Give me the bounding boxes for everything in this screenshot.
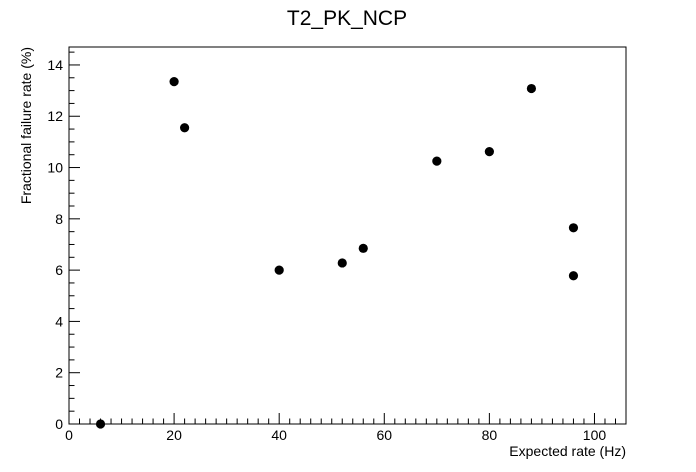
y-tick-label: 4 [55, 313, 63, 329]
y-tick-label: 14 [47, 57, 63, 73]
x-tick-label: 100 [583, 427, 607, 443]
x-tick-label: 20 [166, 427, 182, 443]
x-tick-label: 40 [271, 427, 287, 443]
x-tick-label: 80 [482, 427, 498, 443]
plot-frame [68, 46, 627, 425]
axis-ticks [68, 51, 627, 425]
data-point [568, 271, 579, 281]
data-point [337, 258, 347, 268]
data-point [95, 419, 106, 429]
y-tick-label: 2 [55, 365, 63, 381]
data-points [95, 77, 579, 429]
data-point [274, 265, 284, 275]
y-tick-label: 10 [47, 160, 63, 176]
y-tick-label: 8 [55, 211, 63, 227]
chart-title: T2_PK_NCP [287, 7, 407, 30]
data-point [484, 147, 494, 157]
x-tick-label: 60 [376, 427, 392, 443]
data-point [526, 83, 537, 94]
data-point [358, 243, 368, 253]
y-tick-label: 0 [55, 416, 63, 432]
y-tick-label: 6 [55, 262, 63, 278]
data-point [432, 156, 442, 166]
data-point [568, 223, 579, 233]
x-tick-labels: 0 20 40 60 80 100 [65, 427, 606, 443]
data-point [169, 77, 179, 87]
y-tick-labels: 0 2 4 6 8 10 12 14 [47, 57, 63, 432]
x-tick-label: 0 [65, 427, 73, 443]
y-tick-label: 12 [47, 108, 63, 124]
data-point [180, 123, 190, 133]
y-axis-label: Fractional failure rate (%) [18, 47, 34, 204]
x-axis-label: Expected rate (Hz) [509, 443, 626, 459]
